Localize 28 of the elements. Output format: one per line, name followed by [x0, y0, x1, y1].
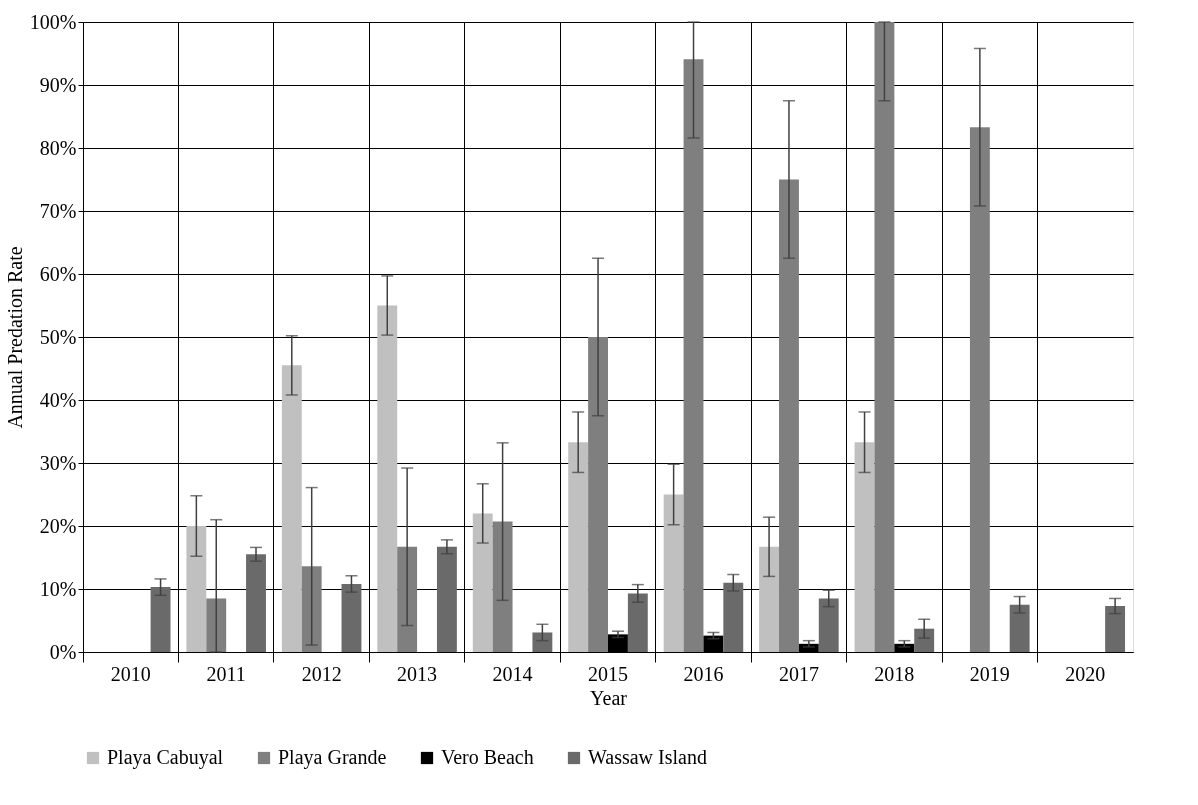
y-tick-label: 0% [49, 640, 77, 663]
legend-label: Playa Grande [278, 746, 387, 769]
x-axis-title: Year [590, 686, 628, 709]
y-tick-label: 70% [39, 199, 77, 222]
y-tick-label: 30% [39, 451, 77, 474]
x-tick-label: 2011 [206, 662, 246, 685]
y-tick-label: 20% [39, 514, 77, 537]
legend-label: Playa Cabuyal [107, 746, 224, 769]
y-tick-label: 10% [39, 577, 77, 600]
y-tick-label: 80% [39, 136, 77, 159]
y-tick-label: 40% [39, 388, 77, 411]
x-tick-label: 2017 [778, 662, 819, 685]
legend-label: Vero Beach [441, 746, 534, 768]
y-tick-label: 60% [39, 262, 77, 285]
x-tick-label: 2013 [397, 662, 438, 685]
x-tick-label: 2016 [683, 662, 724, 685]
x-tick-label: 2020 [1065, 662, 1106, 685]
x-tick-label: 2018 [874, 662, 915, 685]
y-axis-title: Annual Predation Rate [3, 246, 26, 429]
x-tick-label: 2019 [969, 662, 1010, 685]
x-tick-label: 2010 [110, 662, 151, 685]
x-tick-label: 2015 [588, 662, 628, 685]
x-tick-label: 2012 [301, 662, 342, 685]
legend-label: Wassaw Island [588, 746, 707, 768]
y-tick-label: 50% [39, 325, 77, 348]
y-tick-label: 90% [39, 73, 77, 96]
y-tick-label: 100% [29, 10, 77, 33]
x-tick-label: 2014 [492, 662, 533, 685]
